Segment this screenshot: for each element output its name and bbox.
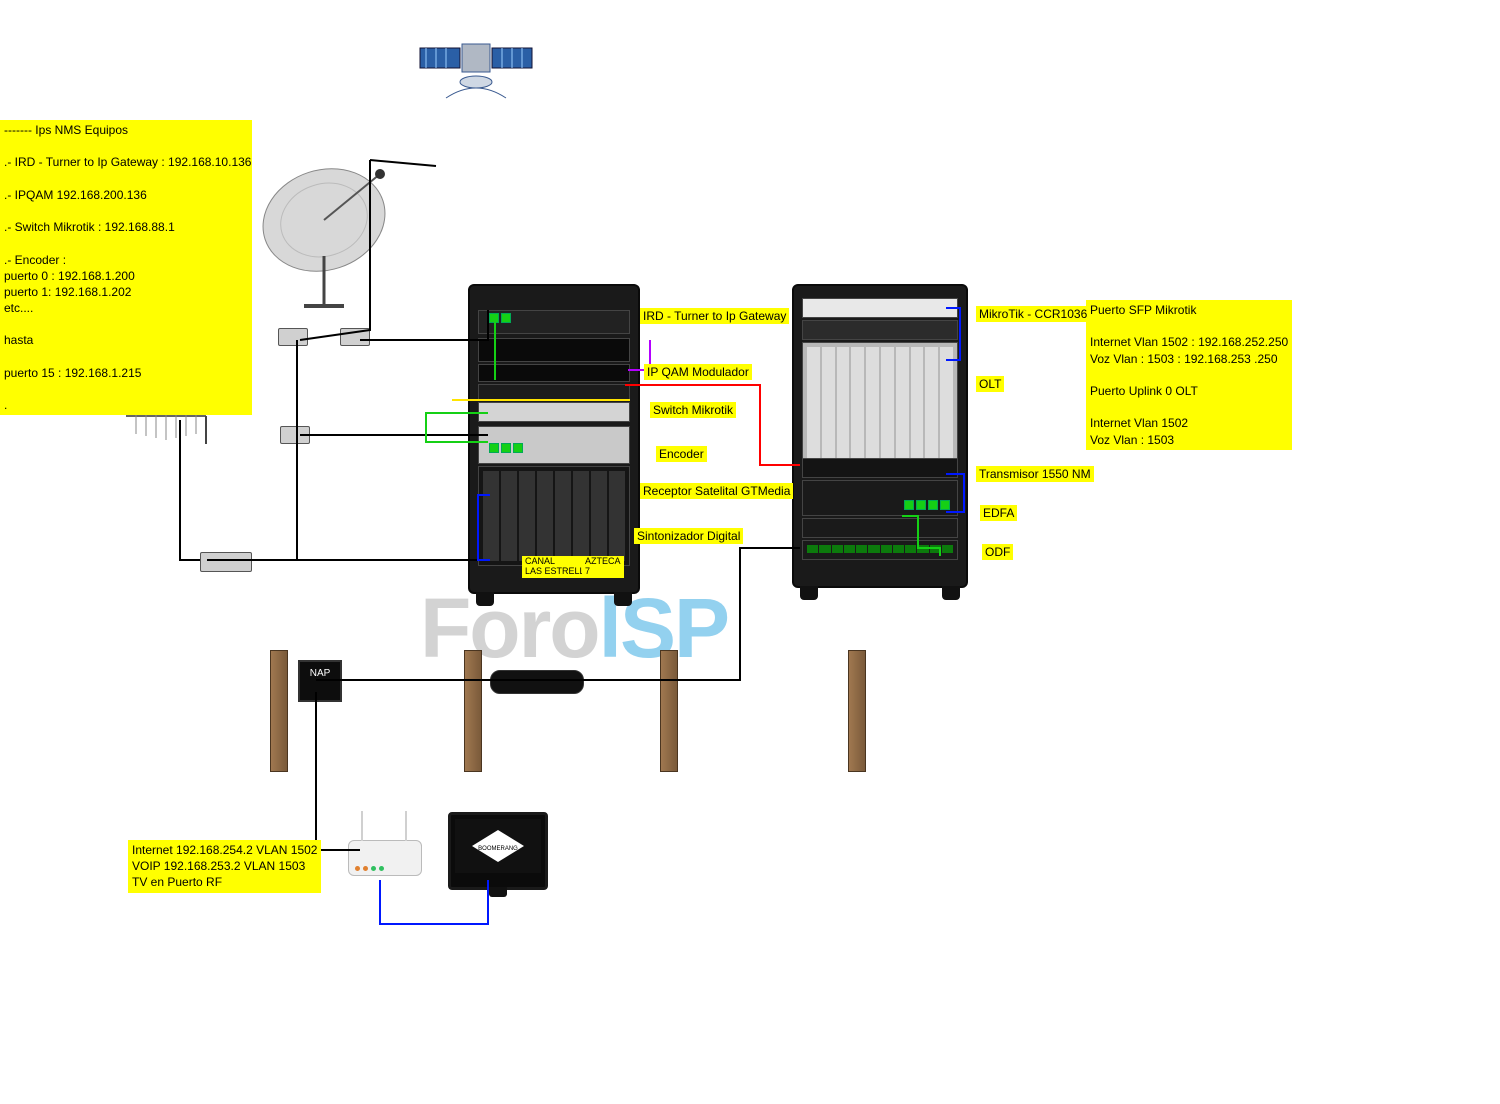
pole-1 bbox=[270, 650, 288, 772]
label-edfa: EDFA bbox=[980, 505, 1017, 521]
tv-logo-text: BOOMERANG bbox=[478, 846, 518, 852]
label-encoder: Encoder bbox=[656, 446, 707, 462]
rack1-blades bbox=[478, 466, 630, 566]
label-ird: IRD - Turner to Ip Gateway bbox=[640, 308, 789, 324]
rack1-ird2 bbox=[478, 338, 630, 362]
splitter-1 bbox=[278, 328, 308, 346]
rack-left bbox=[468, 284, 640, 594]
pole-3 bbox=[660, 650, 678, 772]
rack2-edfa bbox=[802, 480, 958, 516]
rack1-ports-encoder bbox=[488, 442, 524, 454]
cable-nap-to-router bbox=[316, 692, 360, 850]
diagram-canvas: ForolSP bbox=[0, 0, 1500, 1104]
rack2-mikrotik bbox=[802, 298, 958, 318]
splitter-3 bbox=[280, 426, 310, 444]
rack1-ipqam bbox=[478, 364, 630, 382]
ont-router bbox=[348, 840, 422, 876]
nap-box: NAP bbox=[298, 660, 342, 702]
rack2-odf bbox=[802, 540, 958, 560]
cable-rack1-to-rack2-red bbox=[625, 385, 800, 465]
label-switch: Switch Mikrotik bbox=[650, 402, 736, 418]
rack2-odf-blank bbox=[802, 518, 958, 538]
rack2-transmisor bbox=[802, 458, 958, 478]
nap-label: NAP bbox=[310, 668, 331, 679]
pole-4 bbox=[848, 650, 866, 772]
label-mikrotik: MikroTik - CCR1036 bbox=[976, 306, 1090, 322]
label-azteca: AZTECA 7 bbox=[582, 556, 624, 578]
label-odf: ODF bbox=[982, 544, 1013, 560]
rack1-switch bbox=[478, 402, 630, 422]
rack1-blank bbox=[478, 384, 630, 400]
label-trans: Transmisor 1550 NM bbox=[976, 466, 1094, 482]
rack1-ports-top bbox=[488, 312, 512, 324]
note-nms: ------- Ips NMS Equipos .- IRD - Turner … bbox=[0, 120, 252, 415]
splitter-2 bbox=[340, 328, 370, 346]
satellite-dish-icon bbox=[254, 156, 414, 316]
rack2-olt bbox=[802, 342, 958, 464]
pole-2 bbox=[464, 650, 482, 772]
label-ipqam: IP QAM Modulador bbox=[644, 364, 752, 380]
rack2-huawei bbox=[802, 320, 958, 340]
label-olt: OLT bbox=[976, 376, 1004, 392]
note-bottom: Internet 192.168.254.2 VLAN 1502 VOIP 19… bbox=[128, 840, 321, 893]
satellite-icon bbox=[416, 8, 536, 108]
label-receptor: Receptor Satelital GTMedia bbox=[640, 483, 793, 499]
splitter-4 bbox=[200, 552, 252, 572]
note-sfp: Puerto SFP Mikrotik Internet Vlan 1502 :… bbox=[1086, 300, 1292, 450]
tv: BOOMERANG bbox=[448, 812, 548, 890]
splice-closure bbox=[490, 670, 584, 694]
label-sinto: Sintonizador Digital bbox=[634, 528, 743, 544]
rack-right bbox=[792, 284, 968, 588]
tv-screen: BOOMERANG bbox=[455, 819, 541, 873]
